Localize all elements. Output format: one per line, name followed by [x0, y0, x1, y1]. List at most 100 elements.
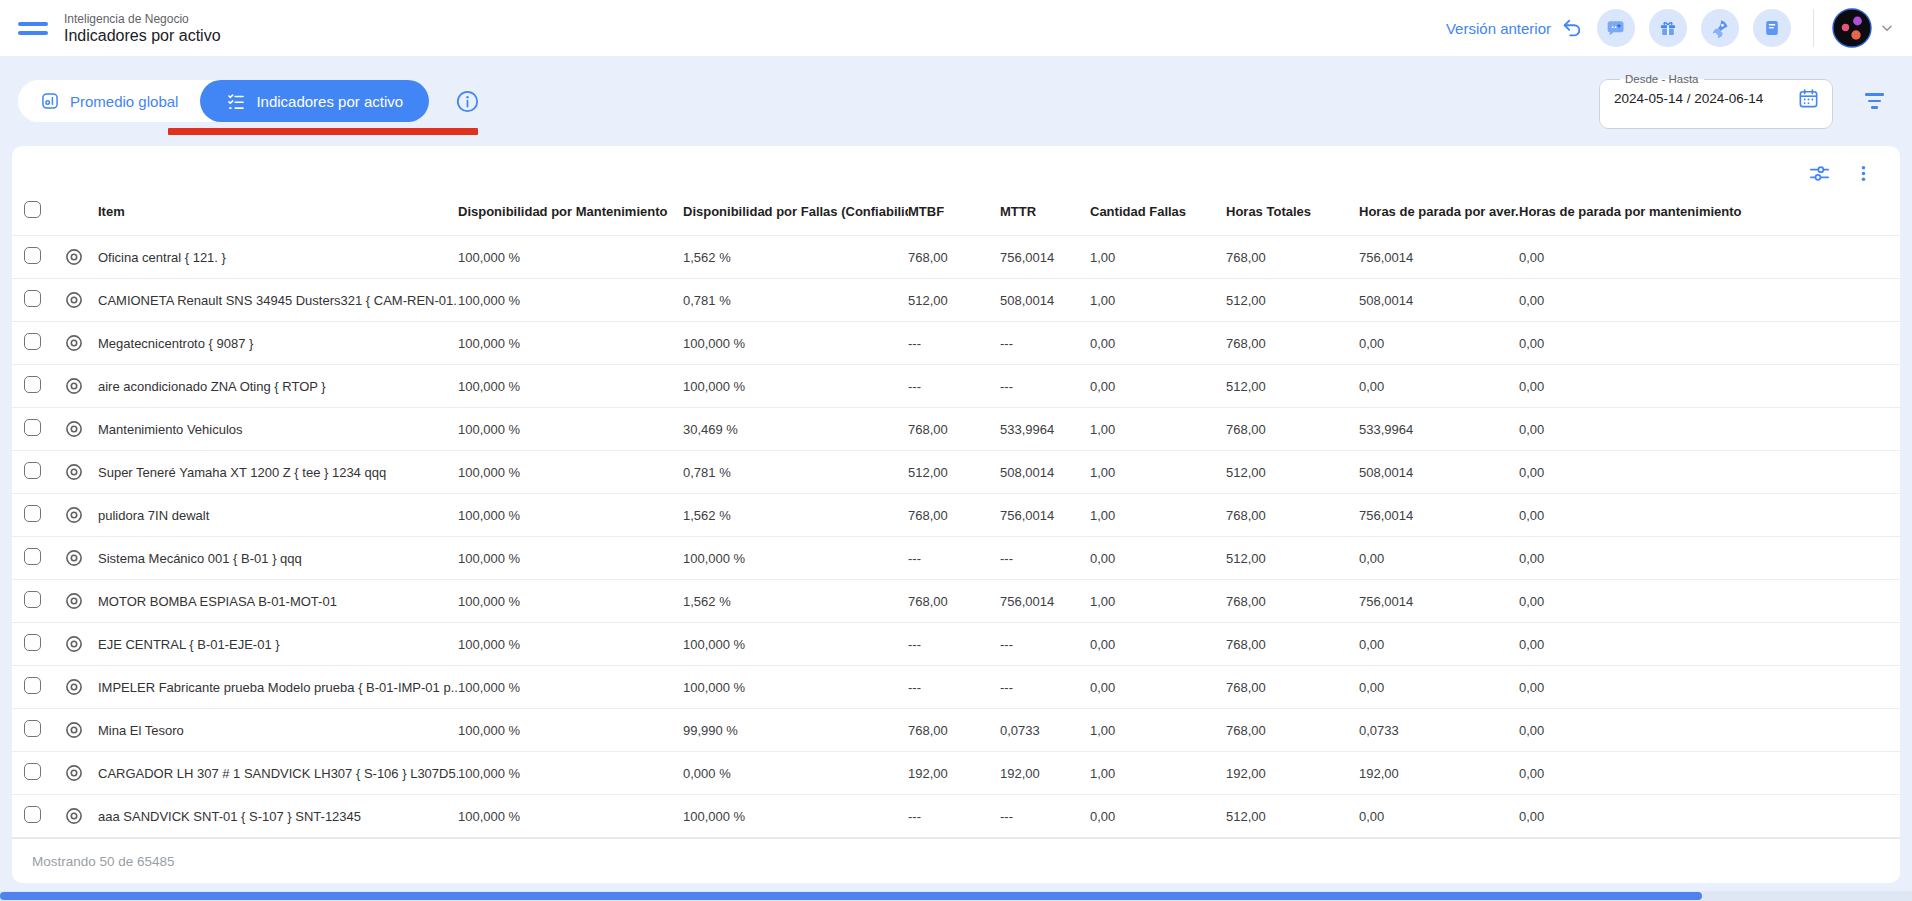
target-eye-icon[interactable]: [64, 505, 98, 525]
calendar-icon[interactable]: [1797, 87, 1820, 110]
target-eye-icon[interactable]: [64, 634, 98, 654]
top-bar: Inteligencia de Negocio Indicadores por …: [0, 0, 1912, 56]
table-row[interactable]: pulidora 7IN dewalt 100,000 % 1,562 % 76…: [12, 494, 1900, 537]
chevron-down-icon[interactable]: [1880, 21, 1894, 35]
row-checkbox[interactable]: [24, 677, 41, 694]
target-eye-icon[interactable]: [64, 806, 98, 826]
column-header-disponibilidad-fallas[interactable]: Disponibilidad por Fallas (Confiabilid..…: [683, 204, 908, 219]
target-eye-icon[interactable]: [64, 419, 98, 439]
row-checkbox[interactable]: [24, 591, 41, 608]
row-value: 508,0014: [1000, 293, 1090, 308]
row-checkbox[interactable]: [24, 505, 41, 522]
row-value: 768,00: [908, 422, 1000, 437]
column-header-horas-totales[interactable]: Horas Totales: [1226, 204, 1359, 219]
row-checkbox[interactable]: [24, 333, 41, 350]
row-value: 30,469 %: [683, 422, 908, 437]
filter-icon[interactable]: [1865, 93, 1884, 108]
row-checkbox[interactable]: [24, 376, 41, 393]
target-eye-icon[interactable]: [64, 677, 98, 697]
table-row[interactable]: Mina El Tesoro 100,000 % 99,990 % 768,00…: [12, 709, 1900, 752]
row-checkbox[interactable]: [24, 548, 41, 565]
assistant-chat-icon[interactable]: [1597, 9, 1635, 47]
row-value: 100,000 %: [458, 809, 683, 824]
tab-bar: Promedio global Indicadores por activo D…: [0, 56, 1912, 146]
app-subtitle: Inteligencia de Negocio: [64, 12, 221, 26]
table-row[interactable]: Megatecnicentroto { 9087 } 100,000 % 100…: [12, 322, 1900, 365]
target-eye-icon[interactable]: [64, 548, 98, 568]
row-value: 1,00: [1090, 250, 1226, 265]
avatar[interactable]: [1832, 8, 1872, 48]
table-row[interactable]: EJE CENTRAL { B-01-EJE-01 } 100,000 % 10…: [12, 623, 1900, 666]
target-eye-icon[interactable]: [64, 247, 98, 267]
target-eye-icon[interactable]: [64, 591, 98, 611]
target-eye-icon[interactable]: [64, 333, 98, 353]
horizontal-scrollbar-thumb[interactable]: [0, 892, 1702, 900]
tab-indicadores-por-activo[interactable]: Indicadores por activo: [200, 80, 429, 122]
target-eye-icon[interactable]: [64, 720, 98, 740]
row-value: 0,00: [1519, 594, 1900, 609]
previous-version-link[interactable]: Versión anterior: [1446, 20, 1551, 37]
row-value: 508,0014: [1359, 293, 1519, 308]
row-value: 1,00: [1090, 766, 1226, 781]
row-checkbox[interactable]: [24, 290, 41, 307]
column-header-mttr[interactable]: MTTR: [1000, 204, 1090, 219]
target-eye-icon[interactable]: [64, 290, 98, 310]
rocket-icon[interactable]: [1701, 9, 1739, 47]
gift-icon[interactable]: [1649, 9, 1687, 47]
table-row[interactable]: Super Teneré Yamaha XT 1200 Z { tee } 12…: [12, 451, 1900, 494]
row-value: 512,00: [1226, 293, 1359, 308]
table-row[interactable]: aaa SANDVICK SNT-01 { S-107 } SNT-12345 …: [12, 795, 1900, 838]
column-header-horas-parada-mantenimiento[interactable]: Horas de parada por mantenimiento: [1519, 204, 1900, 219]
table-row[interactable]: MOTOR BOMBA ESPIASA B-01-MOT-01 100,000 …: [12, 580, 1900, 623]
horizontal-scrollbar-track[interactable]: [0, 891, 1912, 901]
row-value: 768,00: [1226, 723, 1359, 738]
row-value: ---: [908, 680, 1000, 695]
row-value: 533,9964: [1000, 422, 1090, 437]
date-range-field[interactable]: Desde - Hasta 2024-05-14 / 2024-06-14: [1599, 73, 1833, 129]
row-checkbox[interactable]: [24, 634, 41, 651]
kebab-menu-icon[interactable]: [1853, 163, 1874, 184]
row-value: 0,00: [1090, 680, 1226, 695]
row-value: 1,00: [1090, 508, 1226, 523]
info-icon[interactable]: [455, 89, 480, 114]
table-row[interactable]: IMPELER Fabricante prueba Modelo prueba …: [12, 666, 1900, 709]
row-checkbox[interactable]: [24, 247, 41, 264]
column-header-mtbf[interactable]: MTBF: [908, 204, 1000, 219]
row-value: 756,0014: [1359, 594, 1519, 609]
target-eye-icon[interactable]: [64, 376, 98, 396]
column-header-item[interactable]: Item: [98, 204, 458, 219]
row-checkbox[interactable]: [24, 763, 41, 780]
table-row[interactable]: Mantenimiento Vehiculos 100,000 % 30,469…: [12, 408, 1900, 451]
notebook-icon[interactable]: [1753, 9, 1791, 47]
target-eye-icon[interactable]: [64, 462, 98, 482]
row-checkbox[interactable]: [24, 462, 41, 479]
column-header-horas-parada-averias[interactable]: Horas de parada por aver...: [1359, 204, 1519, 219]
row-value: 768,00: [908, 723, 1000, 738]
table-row[interactable]: aire acondicionado ZNA Oting { RTOP } 10…: [12, 365, 1900, 408]
target-eye-icon[interactable]: [64, 763, 98, 783]
row-value: 512,00: [1226, 465, 1359, 480]
tune-icon[interactable]: [1808, 162, 1831, 185]
tab-promedio-global[interactable]: Promedio global: [18, 80, 200, 122]
row-checkbox[interactable]: [24, 419, 41, 436]
table-row[interactable]: Sistema Mecánico 001 { B-01 } qqq 100,00…: [12, 537, 1900, 580]
row-item-label: Megatecnicentroto { 9087 }: [98, 336, 458, 351]
row-value: 0,00: [1519, 422, 1900, 437]
row-value: ---: [1000, 680, 1090, 695]
row-value: 100,000 %: [458, 465, 683, 480]
select-all-checkbox[interactable]: [24, 201, 41, 218]
title-block: Inteligencia de Negocio Indicadores por …: [64, 12, 221, 45]
column-header-cantidad-fallas[interactable]: Cantidad Fallas: [1090, 204, 1226, 219]
row-item-label: Mantenimiento Vehiculos: [98, 422, 458, 437]
row-checkbox[interactable]: [24, 720, 41, 737]
undo-icon[interactable]: [1561, 17, 1583, 39]
table-row[interactable]: Oficina central { 121. } 100,000 % 1,562…: [12, 236, 1900, 279]
table-row[interactable]: CARGADOR LH 307 # 1 SANDVICK LH307 { S-1…: [12, 752, 1900, 795]
row-value: 768,00: [1226, 680, 1359, 695]
row-value: 756,0014: [1000, 250, 1090, 265]
column-header-disponibilidad-mantenimiento[interactable]: Disponibilidad por Mantenimiento: [458, 204, 683, 219]
row-checkbox[interactable]: [24, 806, 41, 823]
row-value: 1,00: [1090, 723, 1226, 738]
table-row[interactable]: CAMIONETA Renault SNS 34945 Dusters321 {…: [12, 279, 1900, 322]
menu-icon[interactable]: [18, 22, 48, 35]
